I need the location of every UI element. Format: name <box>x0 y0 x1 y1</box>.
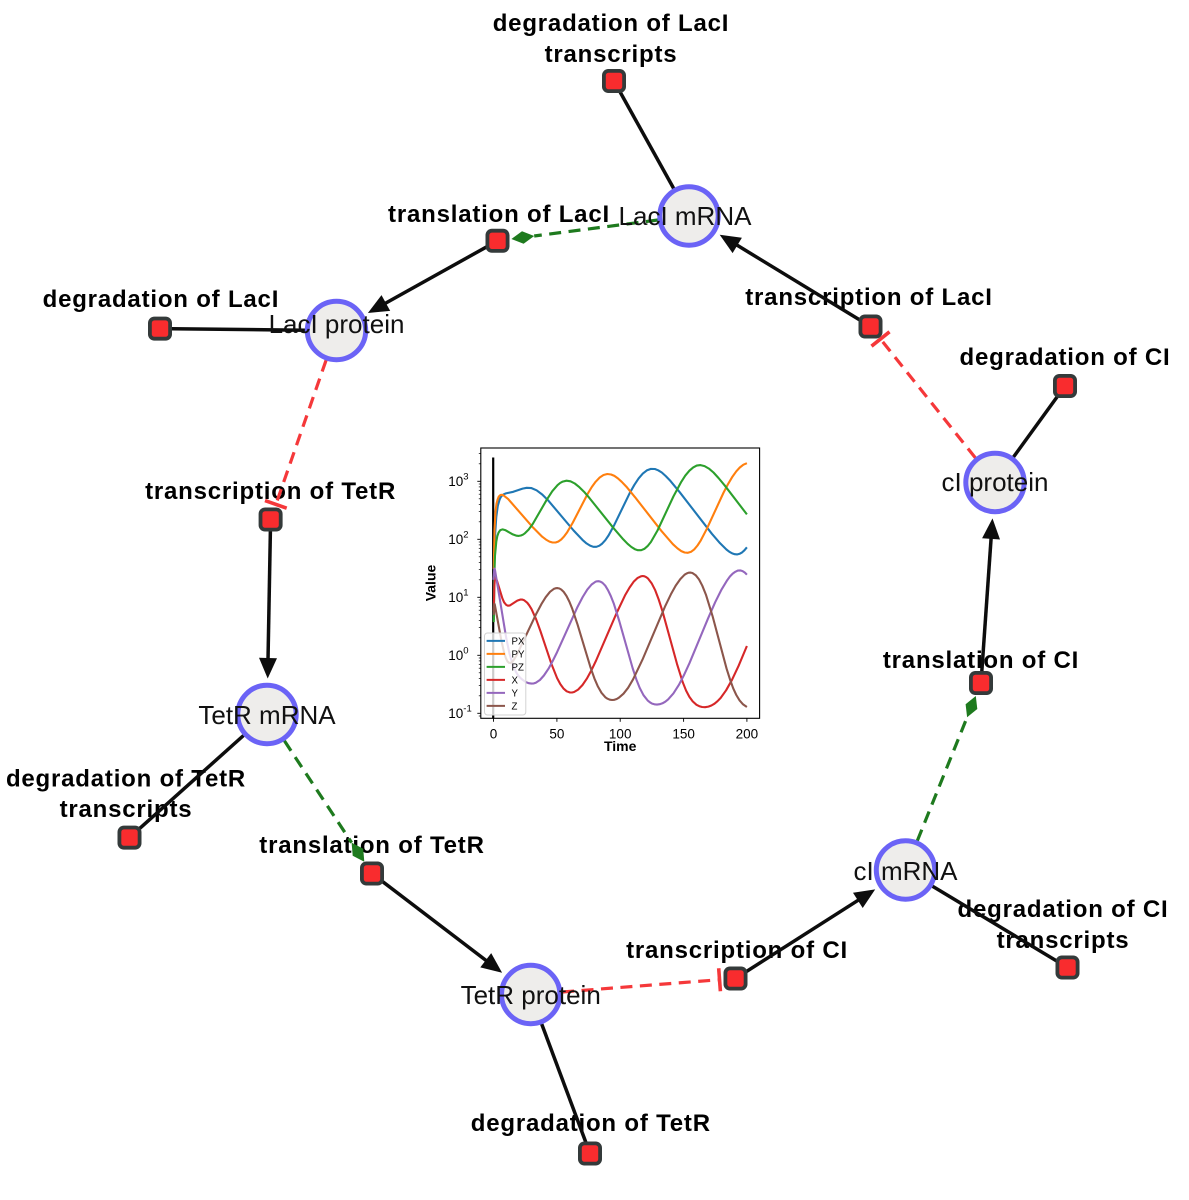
svg-text:10: 10 <box>448 706 463 721</box>
svg-text:degradation of LacI: degradation of LacI <box>493 10 730 37</box>
svg-text:transcription of TetR: transcription of TetR <box>145 478 396 505</box>
svg-text:degradation of CI: degradation of CI <box>960 344 1171 371</box>
svg-text:cI protein: cI protein <box>942 467 1049 497</box>
svg-text:transcription of CI: transcription of CI <box>626 937 848 964</box>
svg-text:0: 0 <box>463 645 468 656</box>
svg-text:degradation of TetR: degradation of TetR <box>471 1110 711 1137</box>
svg-text:degradation of TetR: degradation of TetR <box>6 766 246 793</box>
svg-text:3: 3 <box>463 471 468 482</box>
svg-text:50: 50 <box>549 726 564 741</box>
svg-text:PX: PX <box>512 636 525 647</box>
svg-text:1: 1 <box>463 587 468 598</box>
svg-text:transcripts: transcripts <box>545 41 678 68</box>
svg-text:2: 2 <box>463 529 468 540</box>
svg-text:X: X <box>512 675 519 686</box>
svg-text:10: 10 <box>448 590 463 605</box>
svg-text:LacI mRNA: LacI mRNA <box>619 201 753 231</box>
svg-text:degradation of CI: degradation of CI <box>958 896 1169 923</box>
svg-text:transcripts: transcripts <box>997 927 1130 954</box>
svg-text:transcription of LacI: transcription of LacI <box>745 284 993 311</box>
svg-text:10: 10 <box>448 474 463 489</box>
svg-text:translation of TetR: translation of TetR <box>259 832 484 859</box>
svg-text:LacI protein: LacI protein <box>269 309 405 339</box>
svg-text:0: 0 <box>490 726 498 741</box>
svg-text:Value: Value <box>423 565 439 602</box>
svg-text:-1: -1 <box>463 703 471 714</box>
svg-text:100: 100 <box>609 726 632 741</box>
svg-text:10: 10 <box>448 648 463 663</box>
svg-text:TetR protein: TetR protein <box>461 980 601 1010</box>
svg-text:200: 200 <box>736 726 759 741</box>
svg-text:Z: Z <box>512 701 518 712</box>
svg-text:Y: Y <box>512 688 519 699</box>
svg-text:PZ: PZ <box>512 662 524 673</box>
svg-text:Time: Time <box>604 738 637 754</box>
svg-text:PY: PY <box>512 649 525 660</box>
svg-text:10: 10 <box>448 532 463 547</box>
svg-text:degradation of LacI: degradation of LacI <box>43 286 280 313</box>
svg-text:TetR mRNA: TetR mRNA <box>198 700 336 730</box>
svg-text:150: 150 <box>672 726 695 741</box>
svg-text:translation of LacI: translation of LacI <box>388 201 610 228</box>
svg-text:cI mRNA: cI mRNA <box>854 856 959 886</box>
